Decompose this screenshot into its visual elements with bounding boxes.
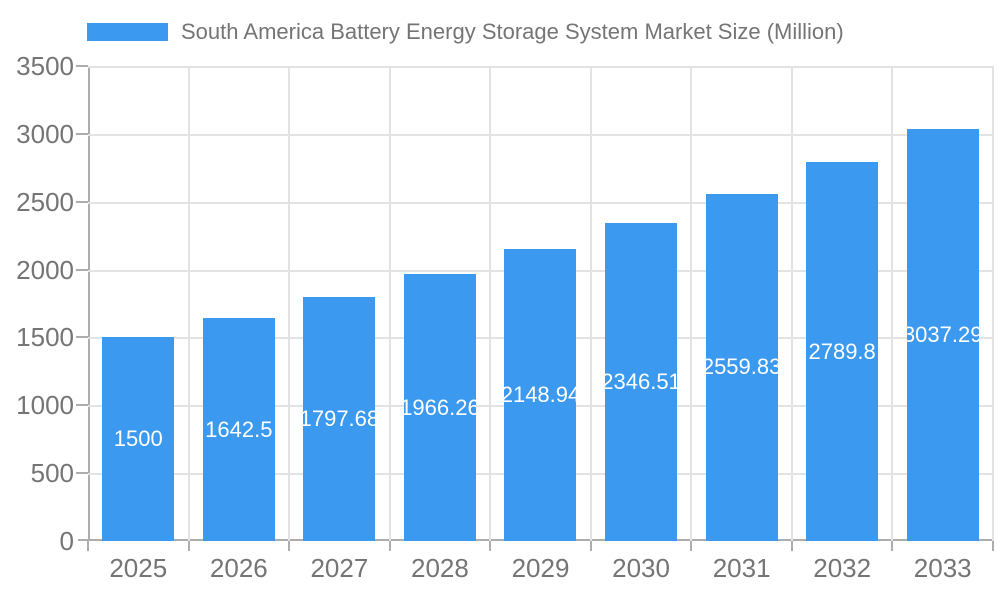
bar-category-cell: 2789.8 bbox=[792, 66, 893, 541]
x-axis-tick-label: 2033 bbox=[913, 553, 972, 583]
v-gridline bbox=[489, 66, 492, 541]
bar-category-cell: 1500 bbox=[88, 66, 189, 541]
y-axis-tick-label: 1500 bbox=[16, 322, 74, 353]
bar-value-label: 2789.8 bbox=[808, 338, 876, 364]
bar[interactable]: 1797.68 bbox=[303, 297, 376, 541]
y-axis-line bbox=[88, 66, 90, 541]
x-axis-tick-label: 2029 bbox=[511, 553, 570, 583]
bar[interactable]: 2148.94 bbox=[504, 249, 577, 541]
x-axis-tick bbox=[489, 541, 492, 551]
v-gridline bbox=[187, 66, 190, 541]
x-axis-tick-label: 2026 bbox=[209, 553, 268, 583]
y-axis-tick-label: 2500 bbox=[16, 186, 74, 217]
x-axis-tick bbox=[288, 541, 291, 551]
plot-area: 1500 1642.5 1797.68 1966.26 2148.94 2346.51 25… bbox=[76, 65, 994, 551]
y-axis-tick-label: 3000 bbox=[16, 118, 74, 149]
bar[interactable]: 3037.29 bbox=[906, 128, 979, 541]
v-gridline bbox=[589, 66, 592, 541]
y-axis-tick bbox=[76, 268, 88, 271]
y-axis-tick-label: 500 bbox=[30, 458, 74, 489]
y-axis-tick bbox=[76, 472, 88, 475]
x-axis-tick bbox=[589, 541, 592, 551]
v-gridline bbox=[790, 66, 793, 541]
x-axis-tick bbox=[87, 541, 89, 551]
x-axis-tick bbox=[992, 541, 994, 551]
y-axis-tick-label: 3500 bbox=[16, 51, 74, 81]
bar-category-cell: 2148.94 bbox=[490, 66, 591, 541]
bar-category-cell: 3037.29 bbox=[892, 66, 993, 541]
bar-category-cell: 1797.68 bbox=[289, 66, 390, 541]
bar[interactable]: 1966.26 bbox=[403, 274, 476, 541]
v-gridline bbox=[690, 66, 693, 541]
bar[interactable]: 2559.83 bbox=[705, 193, 778, 541]
x-axis-tick bbox=[388, 541, 391, 551]
x-axis-tick bbox=[690, 541, 693, 551]
x-axis-tick-label: 2025 bbox=[109, 553, 168, 583]
x-axis-tick-label: 2031 bbox=[712, 553, 771, 583]
bar-category-cell: 2346.51 bbox=[591, 66, 692, 541]
v-gridline bbox=[992, 66, 994, 541]
bar-category-cell: 1966.26 bbox=[390, 66, 491, 541]
legend-label: South America Battery Energy Storage Sys… bbox=[181, 19, 844, 44]
h-gridline bbox=[88, 133, 993, 136]
bar-category-cell: 2559.83 bbox=[691, 66, 792, 541]
bar-value-label: 2346.51 bbox=[605, 368, 678, 394]
v-gridline bbox=[288, 66, 291, 541]
legend[interactable]: South America Battery Energy Storage Sys… bbox=[87, 14, 844, 50]
y-axis-tick bbox=[76, 404, 88, 407]
v-gridline bbox=[388, 66, 391, 541]
x-axis-tick bbox=[891, 541, 894, 551]
bar-value-label: 3037.29 bbox=[906, 321, 979, 347]
bar[interactable]: 1642.5 bbox=[202, 318, 275, 541]
bar[interactable]: 2346.51 bbox=[605, 222, 678, 541]
x-axis-tick-label: 2032 bbox=[813, 553, 872, 583]
y-axis-tick bbox=[76, 336, 88, 339]
bar-value-label: 2148.94 bbox=[504, 382, 577, 408]
x-axis-tick bbox=[790, 541, 793, 551]
h-gridline bbox=[88, 201, 993, 204]
y-axis-tick-label: 0 bbox=[59, 526, 74, 556]
y-axis-tick bbox=[76, 132, 88, 135]
x-axis-tick-label: 2027 bbox=[310, 553, 369, 583]
bar-value-label: 1642.5 bbox=[205, 416, 273, 442]
bar-category-cell: 1642.5 bbox=[189, 66, 290, 541]
h-gridline bbox=[88, 66, 993, 68]
y-axis-tick bbox=[76, 200, 88, 203]
bar-value-label: 1966.26 bbox=[403, 394, 476, 420]
y-axis-tick-label: 2000 bbox=[16, 254, 74, 285]
y-axis-tick-label: 1000 bbox=[16, 390, 74, 421]
bar[interactable]: 1500 bbox=[102, 337, 175, 541]
v-gridline bbox=[891, 66, 894, 541]
bar-value-label: 2559.83 bbox=[705, 354, 778, 380]
bar-value-label: 1500 bbox=[113, 426, 163, 452]
bar[interactable]: 2789.8 bbox=[806, 162, 879, 541]
x-axis-tick bbox=[187, 541, 190, 551]
bar-value-label: 1797.68 bbox=[303, 406, 376, 432]
y-axis-tick bbox=[76, 65, 88, 67]
legend-swatch-icon[interactable] bbox=[87, 23, 168, 41]
x-axis-tick-label: 2028 bbox=[411, 553, 469, 583]
x-axis-tick-label: 2030 bbox=[612, 553, 670, 583]
